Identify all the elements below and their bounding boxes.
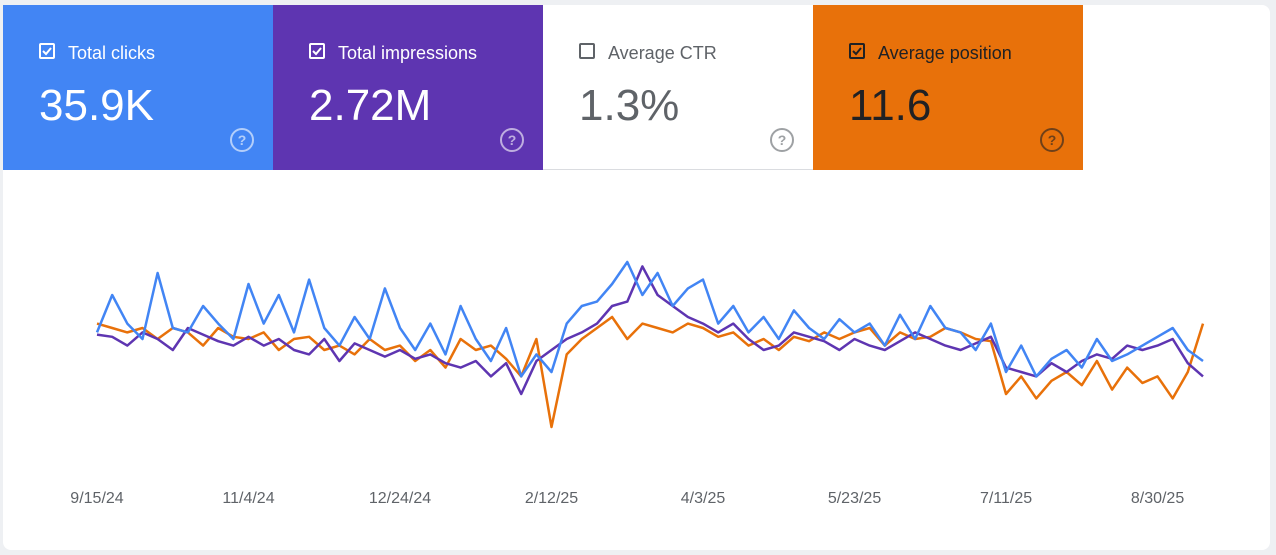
metric-card[interactable]: Total impressions 2.72M? (273, 5, 543, 170)
x-tick-label: 7/11/25 (980, 490, 1032, 507)
x-tick-label: 9/15/24 (70, 490, 123, 507)
metric-value: 1.3% (579, 81, 680, 130)
metric-value: 35.9K (39, 81, 154, 130)
check (312, 47, 322, 56)
x-tick-label: 12/24/24 (369, 490, 431, 507)
x-tick-label: 11/4/24 (222, 490, 274, 507)
metric-value: 11.6 (849, 81, 932, 130)
checkbox[interactable] (579, 43, 595, 59)
metric-value: 2.72M (309, 81, 432, 130)
help-icon[interactable]: ? (770, 128, 794, 152)
checkbox[interactable] (309, 43, 325, 59)
check (852, 47, 862, 56)
metric-label: Average CTR (608, 43, 717, 63)
x-tick-label: 8/30/25 (1131, 490, 1184, 507)
help-icon[interactable]: ? (500, 128, 524, 152)
help-icon[interactable]: ? (230, 128, 254, 152)
check (42, 47, 52, 56)
metric-label: Total impressions (338, 43, 478, 63)
checkbox[interactable] (39, 43, 55, 59)
x-tick-label: 4/3/25 (681, 490, 726, 507)
x-tick-label: 5/23/25 (828, 490, 881, 507)
chart: 9/15/24 11/4/24 12/24/24 2/12/25 4/3/25 5/23/… (70, 260, 1205, 507)
series-line (95, 260, 1204, 378)
series-line (96, 265, 1204, 396)
performance-panel: 9/15/24 11/4/24 12/24/24 2/12/25 4/3/25 5/23/… (3, 5, 1270, 550)
metric-label: Average position (878, 43, 1012, 63)
x-tick-label: 2/12/25 (525, 490, 578, 507)
series-line (96, 315, 1205, 429)
checkbox[interactable] (849, 43, 865, 59)
help-icon[interactable]: ? (1040, 128, 1064, 152)
metric-card[interactable]: Average position 11.6? (813, 5, 1083, 170)
metric-label: Total clicks (68, 43, 156, 63)
metric-card[interactable]: Average CTR 1.3%? (543, 5, 813, 170)
metric-card[interactable]: Total clicks 35.9K? (3, 5, 273, 170)
